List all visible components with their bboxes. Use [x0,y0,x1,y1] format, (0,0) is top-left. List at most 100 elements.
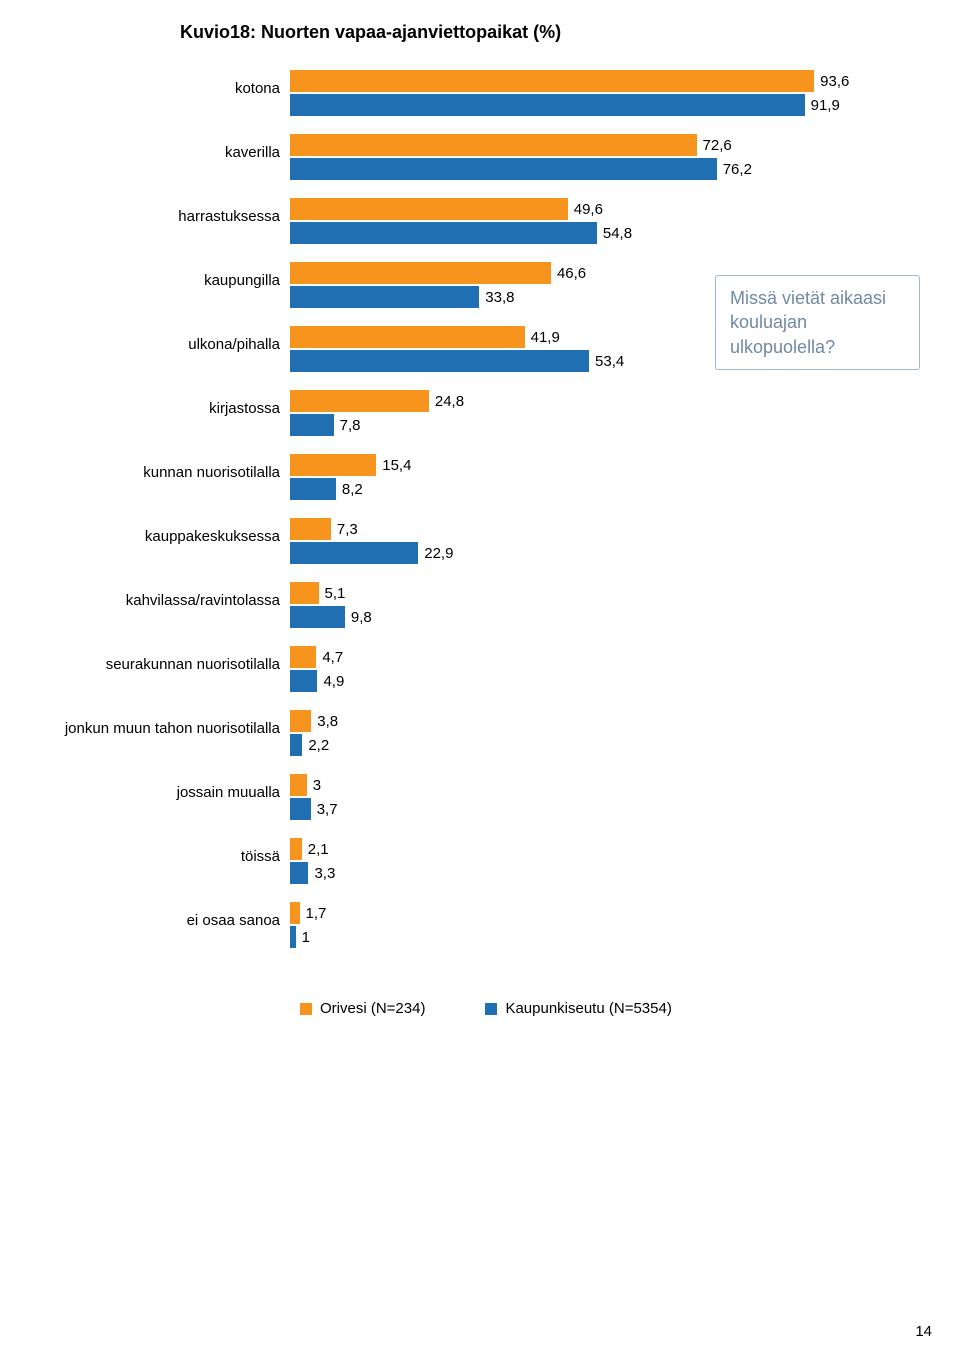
bar: 7,3 [290,518,850,540]
bar-rect [290,838,302,860]
bar: 15,4 [290,454,850,476]
bar-value-label: 9,8 [345,609,372,626]
bar-rect [290,262,551,284]
bars-cell: 1,71 [290,902,850,948]
bar: 2,1 [290,838,850,860]
chart-row: jossain muualla33,7 [60,774,910,820]
bars-cell: 3,82,2 [290,710,850,756]
bar-rect [290,902,300,924]
bar: 2,2 [290,734,850,756]
chart-row: seurakunnan nuorisotilalla4,7 4,9 [60,646,910,692]
bar-value-label: 93,6 [814,73,849,90]
callout-box: Missä vietät aikaasi kouluajan ulkopuole… [715,275,920,370]
bar: 54,8 [290,222,850,244]
bar-rect [290,70,814,92]
bars-cell: 49,6 54,8 [290,198,850,244]
category-label: jonkun muun tahon nuorisotilalla [60,710,290,738]
bar: 5,1 [290,582,850,604]
bar: 9,8 [290,606,850,628]
legend-item: Kaupunkiseutu (N=5354) [485,1000,671,1017]
callout-line: Missä vietät aikaasi [730,286,905,310]
bars-cell: 72,676,2 [290,134,850,180]
bar-value-label: 46,6 [551,265,586,282]
bar: 1,7 [290,902,850,924]
category-label: kotona [60,70,290,98]
bar-rect [290,582,319,604]
bar-rect [290,670,317,692]
bar: 4,7 [290,646,850,668]
bars-cell: 33,7 [290,774,850,820]
bars-cell: 5,19,8 [290,582,850,628]
bar-rect [290,198,568,220]
chart-row: ei osaa sanoa1,71 [60,902,910,948]
bar: 7,8 [290,414,850,436]
bar-value-label: 4,9 [317,673,344,690]
category-label: seurakunnan nuorisotilalla [60,646,290,674]
bar-value-label: 2,2 [302,737,329,754]
chart-row: kauppakeskuksessa7,322,9 [60,518,910,564]
bar-rect [290,862,308,884]
bar: 3,3 [290,862,850,884]
bars-cell: 15,4 8,2 [290,454,850,500]
bar-rect [290,414,334,436]
bar-rect [290,710,311,732]
chart-title: Kuvio18: Nuorten vapaa-ajanviettopaikat … [180,22,561,43]
bar-rect [290,134,697,156]
category-label: kirjastossa [60,390,290,418]
bar-value-label: 7,3 [331,521,358,538]
legend-label: Orivesi (N=234) [320,1000,425,1017]
bar-chart: kotona93,691,9kaverilla72,676,2harrastuk… [60,70,910,966]
bar-value-label: 3 [307,777,321,794]
bar-rect [290,798,311,820]
page: Kuvio18: Nuorten vapaa-ajanviettopaikat … [0,0,960,1358]
category-label: harrastuksessa [60,198,290,226]
bars-cell: 2,13,3 [290,838,850,884]
bar-rect [290,94,805,116]
bar-value-label: 5,1 [319,585,346,602]
bar-rect [290,478,336,500]
bar-value-label: 1 [296,929,310,946]
category-label: ei osaa sanoa [60,902,290,930]
legend-swatch [485,1003,497,1015]
category-label: kahvilassa/ravintolassa [60,582,290,610]
chart-row: kahvilassa/ravintolassa5,19,8 [60,582,910,628]
legend-label: Kaupunkiseutu (N=5354) [505,1000,671,1017]
bar: 76,2 [290,158,850,180]
bar-value-label: 76,2 [717,161,752,178]
bar-value-label: 22,9 [418,545,453,562]
bar-rect [290,350,589,372]
bar-value-label: 8,2 [336,481,363,498]
category-label: kunnan nuorisotilalla [60,454,290,482]
category-label: jossain muualla [60,774,290,802]
bar: 4,9 [290,670,850,692]
bar-value-label: 7,8 [334,417,361,434]
bar: 3,8 [290,710,850,732]
category-label: kaupungilla [60,262,290,290]
bar: 3,7 [290,798,850,820]
bar-value-label: 33,8 [479,289,514,306]
bar-value-label: 54,8 [597,225,632,242]
bar-value-label: 41,9 [525,329,560,346]
bar-rect [290,734,302,756]
bar: 1 [290,926,850,948]
bar-rect [290,542,418,564]
bar-value-label: 49,6 [568,201,603,218]
callout-line: ulkopuolella? [730,335,905,359]
chart-row: harrastuksessa 49,6 54,8 [60,198,910,244]
bar: 91,9 [290,94,850,116]
bars-cell: 93,6 91,9 [290,70,850,116]
chart-row: töissä2,13,3 [60,838,910,884]
bar-value-label: 91,9 [805,97,840,114]
chart-row: jonkun muun tahon nuorisotilalla3,82,2 [60,710,910,756]
bars-cell: 24,87,8 [290,390,850,436]
legend-swatch [300,1003,312,1015]
category-label: töissä [60,838,290,866]
bars-cell: 7,3 22,9 [290,518,850,564]
chart-row: kotona 93,6 91,9 [60,70,910,116]
bar-value-label: 1,7 [300,905,327,922]
bar-value-label: 3,3 [308,865,335,882]
bar-rect [290,454,376,476]
bar-rect [290,606,345,628]
chart-row: kirjastossa24,87,8 [60,390,910,436]
bar: 93,6 [290,70,850,92]
